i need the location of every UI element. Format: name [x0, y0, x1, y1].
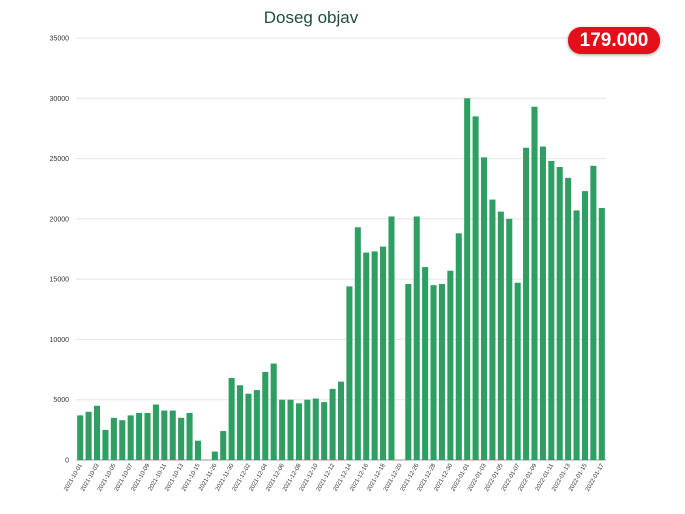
bar-2022-01-16: [590, 165, 597, 460]
bar-2022-01-15: [581, 191, 588, 460]
bar-2021-12-26: [413, 216, 420, 460]
bar-2021-10-14: [186, 412, 193, 460]
bar-2021-12-13: [337, 381, 345, 460]
bar-2021-10-11: [161, 410, 168, 460]
bar-2021-12-03: [253, 390, 260, 460]
bar-2021-12-18: [380, 246, 387, 460]
bar-2022-01-12: [556, 167, 563, 460]
y-tick-label: 5000: [53, 397, 69, 404]
bar-2021-12-15: [354, 227, 361, 460]
bar-2022-01-14: [573, 210, 580, 460]
bar-2021-10-06: [119, 420, 126, 460]
bar-2021-11-30: [228, 378, 235, 460]
bar-2022-01-09: [531, 106, 538, 460]
bar-2022-01-04: [489, 199, 496, 460]
bar-2021-12-09: [304, 399, 311, 460]
bar-2022-01-03: [480, 157, 488, 460]
bar-2021-10-10: [152, 404, 159, 460]
bar-2021-12-11: [321, 402, 328, 460]
bar-2022-01-02: [472, 116, 479, 461]
bar-2021-12-14: [346, 286, 353, 460]
bar-2022-01-08: [523, 147, 530, 460]
bar-2021-10-03: [94, 405, 101, 460]
bar-2022-01-01: [464, 98, 471, 460]
bar-2021-10-13: [178, 417, 185, 460]
bar-2022-01-05: [497, 211, 504, 460]
bar-2022-01-11: [548, 160, 555, 461]
gridlines: [76, 37, 606, 461]
bar-2021-12-17: [371, 251, 378, 460]
bar-2021-12-30: [447, 270, 454, 460]
bar-2021-12-08: [295, 403, 302, 460]
y-tick-label: 35000: [50, 36, 70, 43]
y-tick-label: 10000: [50, 337, 70, 344]
bar-2021-10-08: [136, 412, 143, 460]
bar-2021-12-25: [405, 283, 412, 460]
bar-2022-01-10: [539, 146, 546, 460]
bar-2021-10-15: [194, 440, 202, 460]
bar-2022-01-17: [598, 208, 605, 460]
bar-2021-12-06: [279, 399, 286, 460]
bars: [77, 98, 605, 461]
bar-2021-12-07: [287, 399, 294, 460]
total-reach-badge: 179.000: [568, 27, 660, 54]
bar-2021-11-27: [220, 431, 227, 460]
bar-2021-10-09: [144, 412, 151, 460]
x-axis-ticks: 2021-10-012021-10-032021-10-052021-10-07…: [63, 462, 605, 492]
bar-2021-10-02: [85, 411, 92, 460]
bar-2021-12-10: [312, 398, 319, 460]
y-tick-label: 15000: [50, 277, 70, 284]
bar-2021-12-27: [422, 267, 429, 460]
bar-2021-12-04: [262, 371, 269, 460]
bar-2021-10-07: [127, 415, 134, 460]
y-tick-label: 20000: [50, 216, 70, 223]
bar-2021-10-04: [102, 429, 109, 460]
bar-2022-01-07: [514, 282, 521, 460]
bar-2021-11-26: [211, 451, 218, 460]
bar-2022-01-06: [506, 218, 513, 460]
bar-2021-12-28: [430, 285, 437, 460]
chart-title: Doseg objav: [264, 8, 359, 27]
bar-2021-12-05: [270, 363, 277, 460]
bar-2021-12-12: [329, 388, 336, 460]
bar-2021-10-05: [110, 417, 117, 460]
y-tick-label: 30000: [50, 96, 70, 103]
bar-2021-10-01: [77, 415, 84, 460]
bar-2021-12-01: [237, 385, 244, 460]
bar-2021-12-29: [438, 283, 445, 460]
y-tick-label: 25000: [50, 156, 70, 163]
bar-2021-12-16: [363, 252, 370, 460]
bar-2021-10-12: [169, 410, 176, 460]
bar-2021-12-02: [245, 393, 252, 460]
y-axis-ticks: 0 5000 10000 15000 20000 25000 30000 35000: [50, 36, 70, 465]
y-tick-label: 0: [65, 458, 69, 465]
bar-2022-01-13: [565, 177, 572, 461]
bar-2021-12-19: [388, 216, 395, 460]
bar-2021-12-31: [455, 233, 462, 460]
